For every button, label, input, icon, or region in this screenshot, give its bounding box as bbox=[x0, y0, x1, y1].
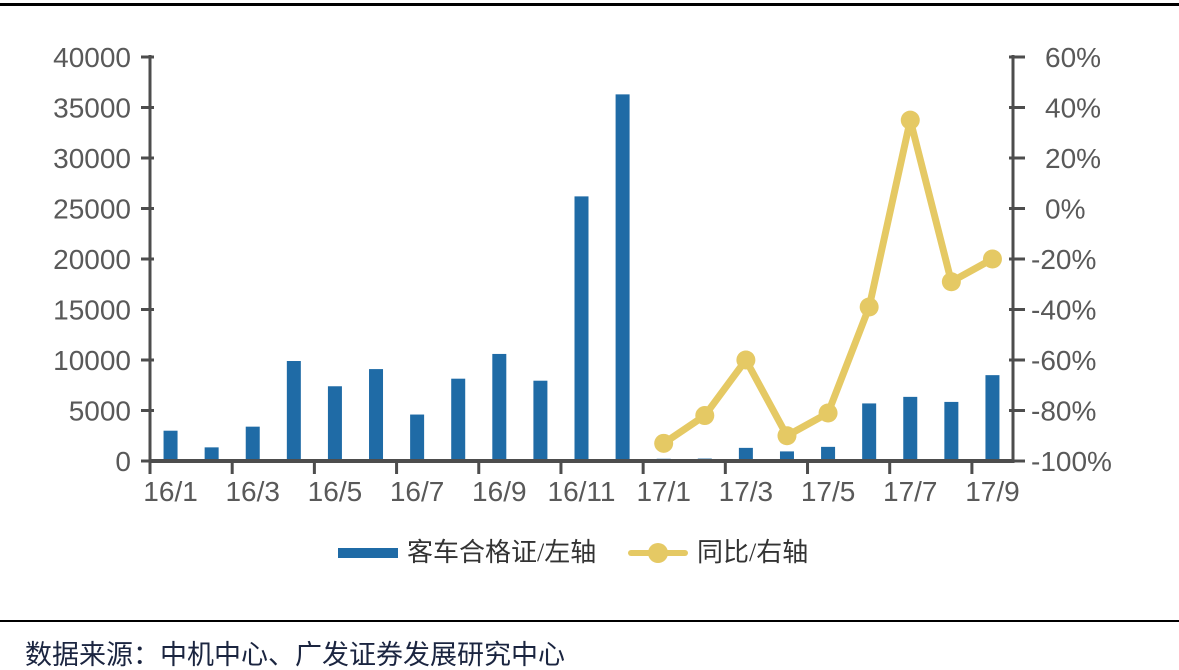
legend-item-bar-series: 客车合格证/左轴 bbox=[338, 536, 596, 570]
left-tick-label: 35000 bbox=[53, 93, 131, 124]
x-tick-label: 17/1 bbox=[636, 476, 691, 507]
bar-17/4 bbox=[779, 451, 794, 461]
bar-17/7 bbox=[903, 396, 918, 461]
line-series-swatch bbox=[628, 543, 688, 563]
line-point-17/3 bbox=[736, 350, 756, 370]
left-tick-label: 20000 bbox=[53, 244, 131, 275]
line-point-17/6 bbox=[859, 297, 879, 317]
x-tick-label: 16/9 bbox=[472, 476, 527, 507]
line-swatch-dot-icon bbox=[648, 543, 668, 563]
bar-16/6 bbox=[369, 369, 384, 461]
right-tick-label: 40% bbox=[1045, 93, 1101, 124]
left-tick-label: 40000 bbox=[53, 42, 131, 73]
bar-16/8 bbox=[451, 378, 466, 461]
left-tick-label: 5000 bbox=[69, 396, 131, 427]
left-tick-label: 10000 bbox=[53, 345, 131, 376]
bar-16/1 bbox=[163, 430, 178, 461]
bar-17/5 bbox=[821, 446, 836, 461]
bar-17/9 bbox=[985, 375, 1000, 461]
bar-16/4 bbox=[286, 361, 301, 461]
bar-16/10 bbox=[533, 380, 548, 461]
left-tick-label: 25000 bbox=[53, 194, 131, 225]
line-series-label: 同比/右轴 bbox=[697, 538, 809, 567]
line-point-17/7 bbox=[900, 110, 920, 130]
line-point-17/9 bbox=[982, 249, 1002, 269]
x-tick-label: 17/9 bbox=[965, 476, 1020, 507]
right-tick-label: -40% bbox=[1031, 295, 1096, 326]
right-tick-label: 20% bbox=[1045, 143, 1101, 174]
x-tick-label: 16/5 bbox=[308, 476, 363, 507]
bar-16/7 bbox=[410, 414, 425, 461]
bar-16/11 bbox=[574, 196, 589, 461]
x-tick-label: 16/11 bbox=[548, 476, 616, 507]
line-point-17/8 bbox=[941, 272, 961, 292]
bar-17/3 bbox=[738, 447, 753, 461]
top-divider bbox=[0, 3, 1179, 6]
line-point-17/2 bbox=[695, 406, 715, 426]
right-tick-label: 60% bbox=[1045, 42, 1101, 73]
footer-divider bbox=[0, 620, 1179, 622]
line-point-17/5 bbox=[818, 403, 838, 423]
source-note: 数据来源：中机中心、广发证券发展研究中心 bbox=[25, 640, 565, 670]
line-point-17/1 bbox=[654, 433, 674, 453]
bar-16/12 bbox=[615, 94, 630, 462]
bar-17/8 bbox=[944, 401, 959, 461]
right-tick-label: -20% bbox=[1031, 244, 1096, 275]
right-tick-label: -60% bbox=[1031, 345, 1096, 376]
bar-17/6 bbox=[862, 403, 877, 461]
left-tick-label: 0 bbox=[115, 446, 131, 477]
x-tick-label: 17/3 bbox=[719, 476, 774, 507]
x-tick-label: 16/3 bbox=[225, 476, 280, 507]
chart-legend: 客车合格证/左轴 同比/右轴 bbox=[0, 536, 1179, 570]
left-tick-label: 15000 bbox=[53, 295, 131, 326]
right-tick-label: -100% bbox=[1031, 446, 1112, 477]
right-tick-label: 0% bbox=[1045, 194, 1085, 225]
chart-area: 40000 35000 30000 25000 20000 15000 10000 5000 0… bbox=[53, 42, 1112, 507]
legend-item-line-series: 同比/右轴 bbox=[628, 536, 808, 570]
bar-16/9 bbox=[492, 353, 507, 461]
line-point-17/4 bbox=[777, 426, 797, 446]
bar-16/3 bbox=[245, 426, 260, 461]
bar-series-label: 客车合格证/左轴 bbox=[407, 538, 597, 567]
bar-16/2 bbox=[204, 447, 219, 461]
bar-series-swatch bbox=[338, 548, 398, 558]
left-tick-label: 30000 bbox=[53, 143, 131, 174]
right-tick-label: -80% bbox=[1031, 396, 1096, 427]
x-tick-label: 17/7 bbox=[883, 476, 938, 507]
x-tick-label: 17/5 bbox=[801, 476, 856, 507]
bar-16/5 bbox=[327, 386, 342, 461]
combo-chart-canvas: 40000 35000 30000 25000 20000 15000 10000 5000 0… bbox=[53, 42, 1112, 507]
x-tick-label: 16/7 bbox=[390, 476, 445, 507]
x-tick-label: 16/1 bbox=[143, 476, 198, 507]
